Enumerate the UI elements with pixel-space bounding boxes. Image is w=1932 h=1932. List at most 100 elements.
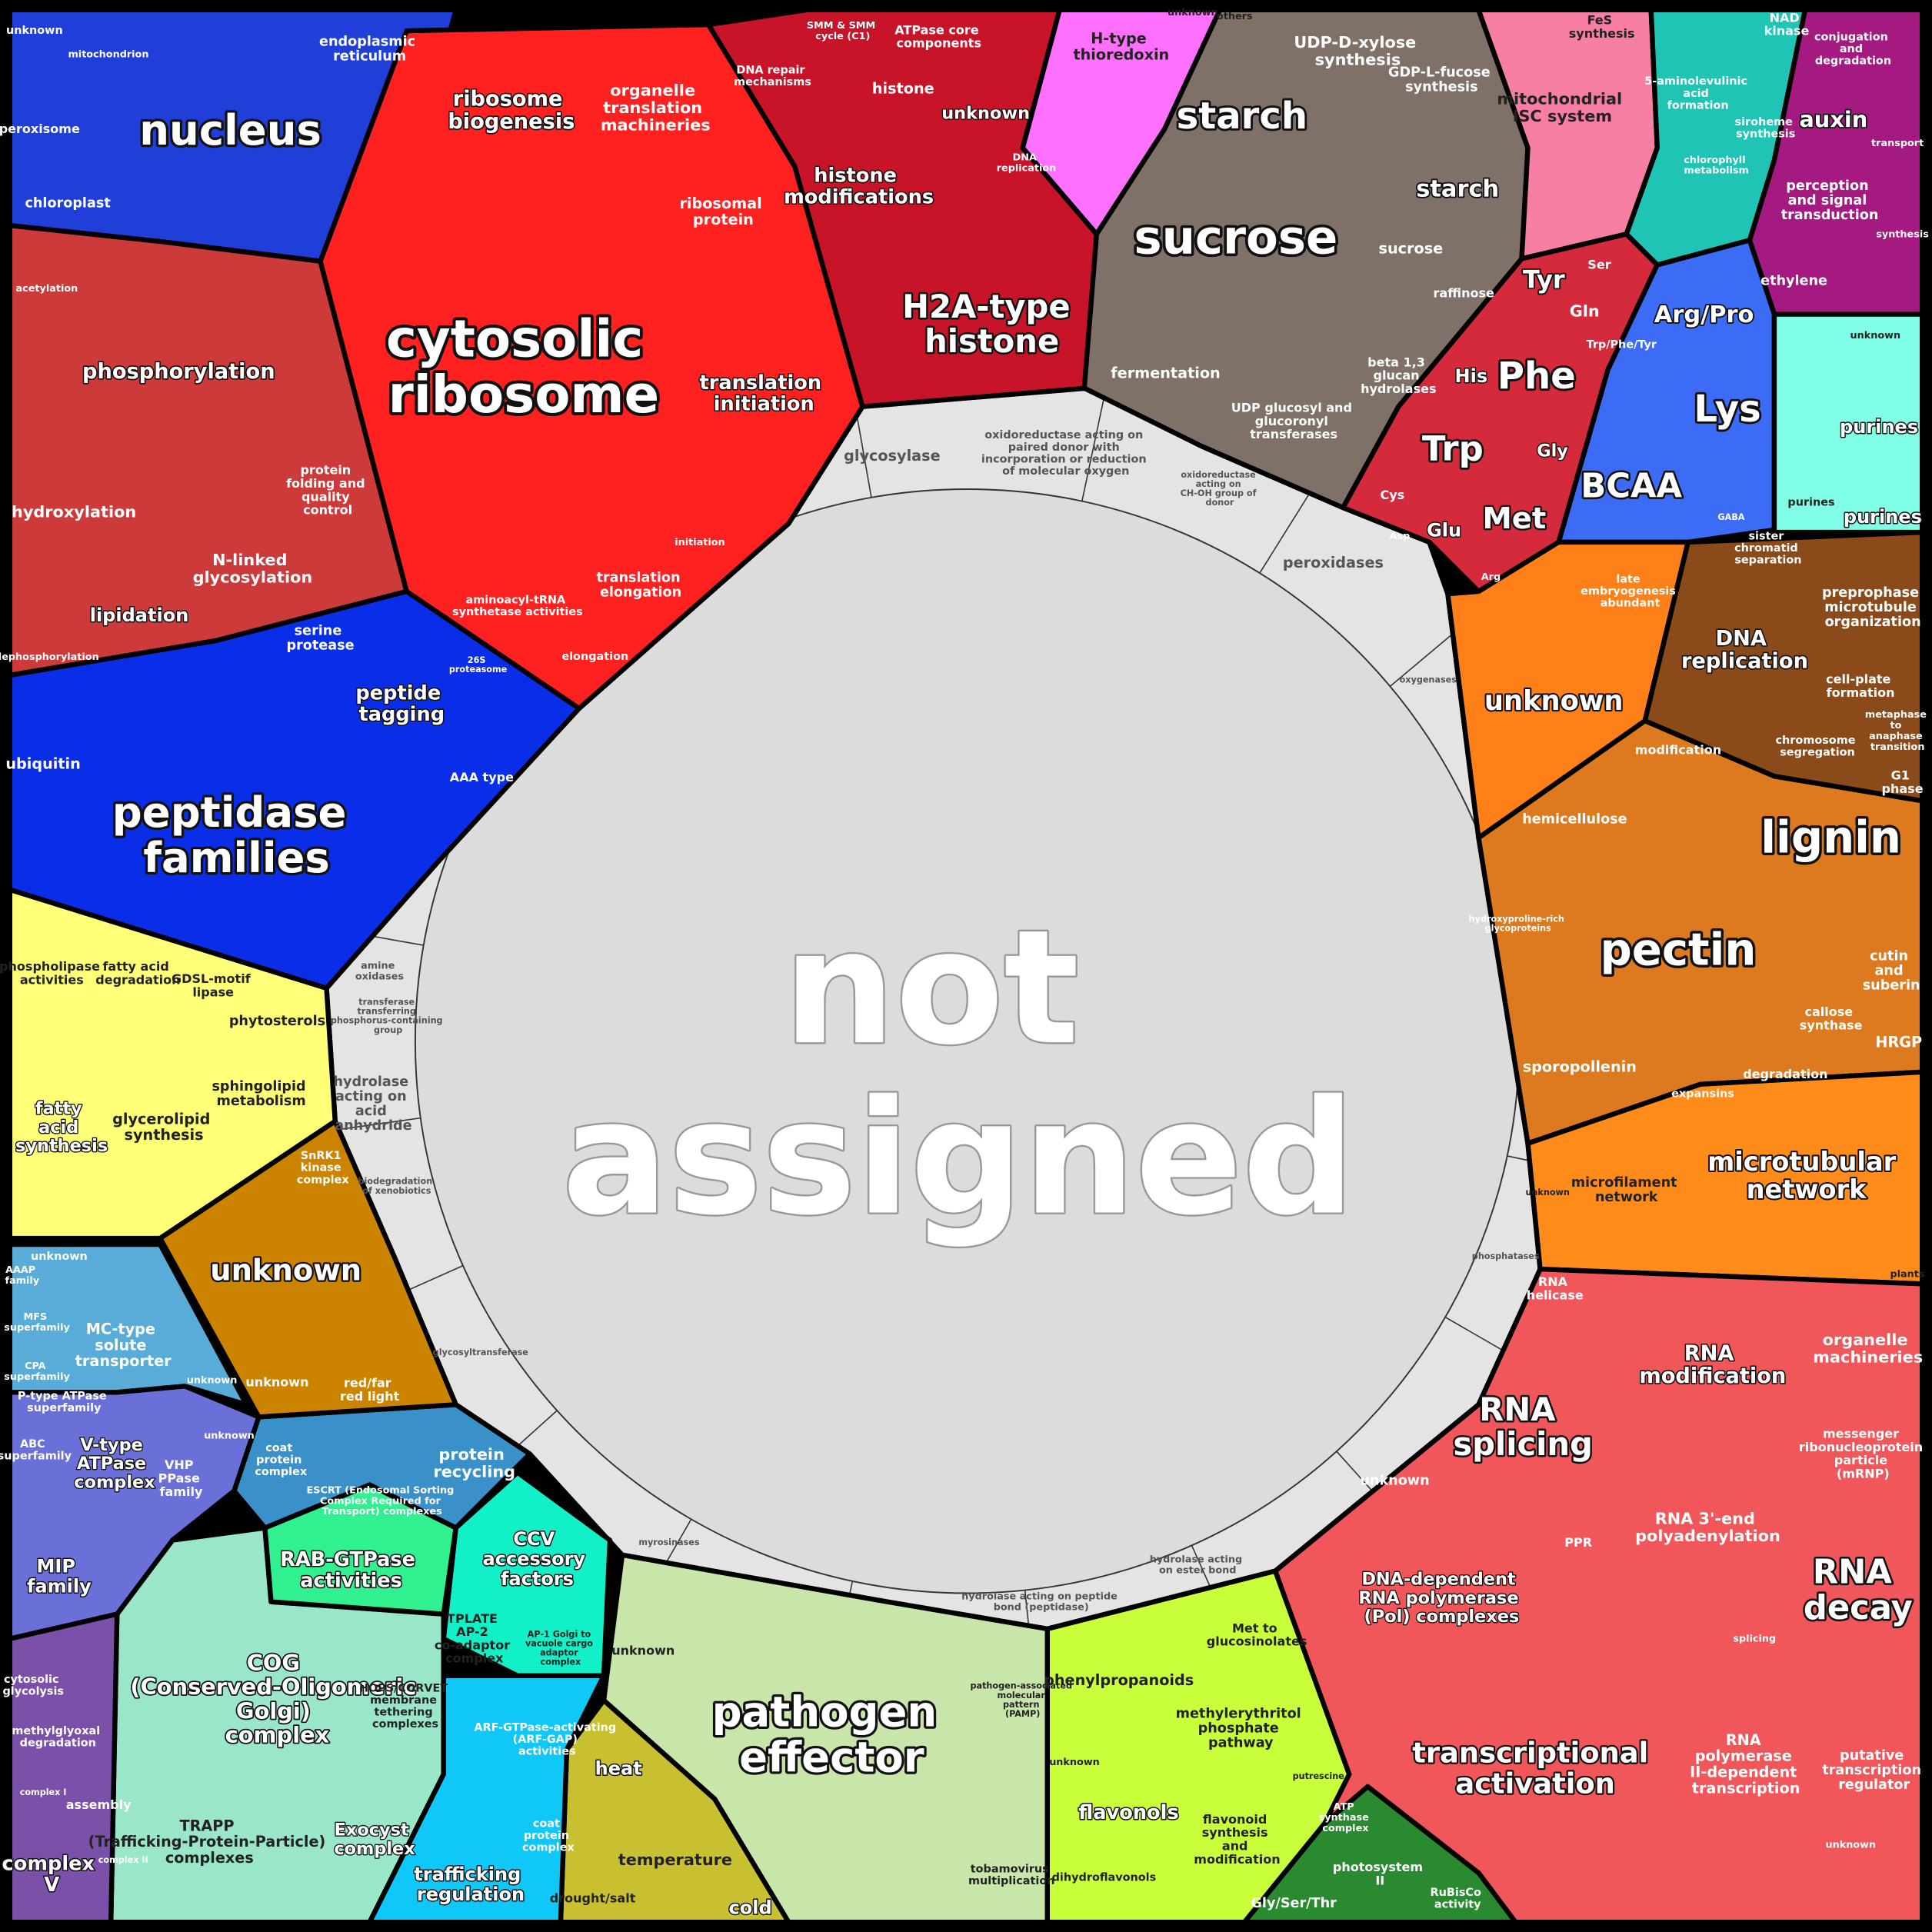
label-line: endoplasmic — [319, 35, 420, 50]
label-line: Transport) complexes — [322, 1506, 443, 1517]
cell-label: unknown — [941, 103, 1030, 123]
label-line: peroxidases — [1283, 554, 1384, 571]
label-line: V — [44, 1874, 59, 1897]
label-line: Tyr — [1523, 265, 1565, 294]
label-line: sphingolipid — [212, 1079, 310, 1094]
cell-label: perception and signal transduction — [1781, 178, 1879, 223]
cell-label: Asp — [1390, 530, 1411, 541]
label-line: coat — [265, 1442, 296, 1454]
label-line: trafficking — [414, 1864, 527, 1885]
label-line: microfilament — [1571, 1175, 1682, 1191]
label-line: sucrose — [1379, 239, 1444, 257]
label-line: complex II — [98, 1855, 148, 1865]
label-line: unknown — [1484, 685, 1624, 717]
cell-label: unknown — [1049, 1756, 1100, 1767]
label-line: mitochondrial — [1497, 90, 1627, 108]
label-line: dihydroflavonols — [1052, 1872, 1157, 1884]
label-line: (PAMP) — [1005, 1709, 1040, 1719]
label-line: activity — [1434, 1899, 1481, 1911]
label-line: mitochondrion — [68, 48, 148, 60]
cell-label: beta 1,3 glucan hydrolases — [1361, 355, 1436, 396]
label-line: complex — [445, 1651, 504, 1665]
cell-label: translation elongation — [596, 570, 685, 600]
label-line: unknown — [1525, 1188, 1569, 1198]
cell-label: RNA 3'-end polyadenylation — [1635, 1509, 1780, 1544]
cell-label: MC-type solute transporter — [75, 1320, 172, 1370]
label-line: conjugation — [1814, 32, 1892, 44]
label-line: 5-aminolevulinic — [1644, 75, 1751, 88]
label-line: TRAPP — [180, 1817, 240, 1834]
label-line: microtubule — [1824, 600, 1921, 615]
label-line: H-type — [1091, 29, 1151, 47]
label-line: RNA — [1538, 1274, 1572, 1289]
label-line: V-type — [80, 1435, 148, 1455]
label-line: Phe — [1497, 355, 1576, 398]
cell-label: flavonols — [1078, 1801, 1178, 1824]
label-line: protein — [693, 210, 754, 228]
label-line: chloroplast — [25, 195, 111, 211]
label-line: organelle — [1823, 1331, 1914, 1349]
label-line: metabolism — [1684, 165, 1748, 176]
cell-label: TPLATE AP-2 co-adaptor complex — [435, 1611, 515, 1665]
label-line: synthetase activities — [452, 606, 583, 618]
cell-label: Trp/Phe/Tyr — [1587, 339, 1657, 351]
label-line: glucosinolates — [1207, 1634, 1307, 1648]
label-line: Arg/Pro — [1654, 301, 1754, 328]
label-line: heat — [595, 1758, 642, 1780]
label-line: late — [1616, 573, 1644, 585]
label-line: PPR — [1564, 1534, 1592, 1549]
label-line: ISC system — [1513, 107, 1612, 125]
label-line: SMM & SMM — [807, 20, 879, 32]
label-line: helicase — [1527, 1287, 1584, 1302]
label-line: phospholipase — [0, 958, 105, 973]
cell-label: callose synthase — [1800, 1004, 1863, 1032]
label-line: FeS — [1587, 12, 1617, 27]
cell-label: MIP family — [27, 1556, 92, 1597]
label-line: vacuole cargo — [525, 1638, 596, 1648]
label-line: modification — [1639, 1364, 1786, 1387]
label-line: putative — [1840, 1748, 1908, 1764]
cell-label: DNA-dependent RNA polymerase (Pol) compl… — [1358, 1569, 1524, 1626]
label-line: unknown — [1168, 7, 1218, 18]
label-line: ARF-GTPase-activating — [474, 1722, 620, 1734]
label-line: PPase — [158, 1471, 205, 1485]
cell-label: unknown — [1525, 1188, 1569, 1198]
label-line: AP-2 — [456, 1624, 492, 1639]
cell-label: ribosome biogenesis — [448, 87, 575, 133]
cell-label: acetylation — [15, 282, 78, 294]
label-line: multiplication — [968, 1875, 1054, 1887]
cell-label: complex V — [2, 1852, 102, 1897]
label-line: lignin — [1760, 811, 1901, 863]
label-line: peptide — [355, 682, 448, 705]
label-line: ribonucleoprotein — [1799, 1439, 1927, 1454]
cell-label: MFS superfamily — [4, 1311, 70, 1334]
ring-label: myrosinases — [638, 1537, 700, 1547]
cell-label: UDP-D-xylose synthesis — [1294, 33, 1421, 68]
cell-label: peptide tagging — [355, 682, 448, 727]
cell-label: organelle translation machineries — [601, 81, 711, 134]
cell-label: purines — [1840, 416, 1918, 438]
label-line: peroxisome — [0, 122, 80, 136]
label-line: separation — [1734, 554, 1801, 566]
label-line: Lys — [1694, 388, 1760, 431]
label-line: red light — [340, 1388, 400, 1403]
cell-label: PPR — [1564, 1534, 1592, 1549]
label-line: purines — [1844, 506, 1922, 528]
cell-label: unknown — [1484, 685, 1624, 717]
center-label: not assigned — [562, 897, 1355, 1250]
label-line: II-dependent — [1690, 1763, 1802, 1780]
cell-label: protein folding and quality control — [286, 462, 369, 517]
label-line: Met to — [1232, 1621, 1281, 1635]
label-line: particle — [1834, 1453, 1892, 1467]
label-line: thioredoxin — [1073, 45, 1169, 63]
label-line: family — [5, 1275, 40, 1287]
label-line: SnRK1 — [301, 1150, 345, 1162]
label-line: folding and — [286, 475, 369, 490]
cell-label: pectin — [1601, 923, 1757, 975]
label-line: family — [160, 1484, 203, 1498]
cell-label: photosystem II — [1333, 1860, 1427, 1887]
label-line: activities — [518, 1746, 576, 1758]
cell-label: RNA helicase — [1527, 1274, 1584, 1302]
label-line: replication — [1681, 649, 1808, 673]
